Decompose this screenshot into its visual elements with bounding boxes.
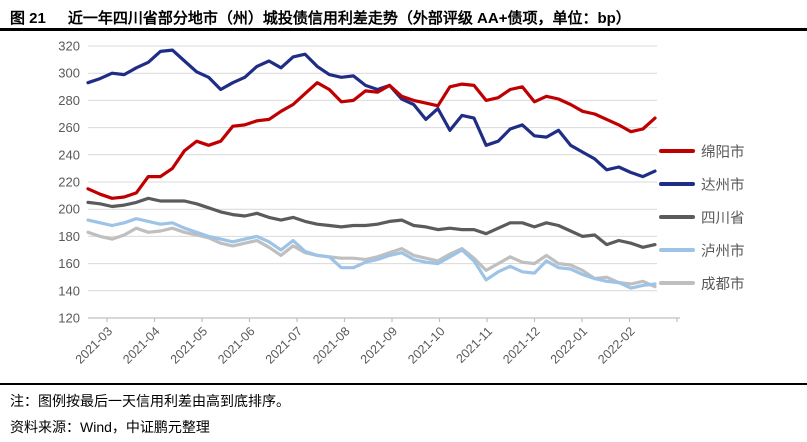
series-line-泸州市 (86, 217, 657, 290)
figure-title-text: 近一年四川省部分地市（州）城投债信用利差走势（外部评级 AA+债项，单位：bp） (67, 10, 631, 27)
y-tick-label: 280 (58, 93, 80, 108)
legend-item: 达州市 (659, 174, 745, 194)
series-line-绵阳市 (86, 81, 657, 200)
x-tick-label: 2021-05 (168, 324, 210, 366)
legend-swatch (659, 247, 695, 253)
x-tick-label: 2021-04 (120, 324, 162, 366)
x-tick-label: 2021-03 (73, 324, 115, 366)
legend-item: 绵阳市 (659, 141, 745, 161)
x-tick-label: 2022-01 (548, 324, 590, 366)
legend-label: 四川省 (701, 210, 745, 227)
legend-swatch (659, 148, 695, 154)
y-tick-label: 160 (58, 256, 80, 271)
title-divider (0, 28, 807, 31)
legend-label: 成都市 (701, 276, 745, 293)
x-tick-label: 2021-06 (215, 324, 257, 366)
x-tick-label: 2021-07 (263, 324, 305, 366)
series-line-成都市 (86, 226, 657, 289)
legend-swatch (659, 181, 695, 187)
y-tick-label: 220 (58, 175, 80, 190)
x-tick-label: 2021-10 (405, 324, 447, 366)
y-tick-label: 180 (58, 229, 80, 244)
chart-legend: 绵阳市达州市四川省泸州市成都市 (659, 141, 745, 306)
legend-item: 四川省 (659, 207, 745, 227)
series-line-四川省 (86, 196, 657, 249)
x-tick-label: 2022-02 (595, 324, 637, 366)
y-tick-label: 240 (58, 147, 80, 162)
y-tick-label: 260 (58, 120, 80, 135)
legend-label: 绵阳市 (701, 144, 745, 161)
x-tick-label: 2021-11 (453, 324, 495, 366)
legend-item: 泸州市 (659, 240, 745, 260)
legend-swatch (659, 280, 695, 286)
legend-item: 成都市 (659, 273, 745, 293)
x-tick-label: 2021-09 (358, 324, 400, 366)
y-tick-label: 300 (58, 66, 80, 81)
y-tick-label: 200 (58, 202, 80, 217)
x-tick-label: 2021-12 (500, 324, 542, 366)
y-tick-label: 140 (58, 283, 80, 298)
figure-number: 图 21 (10, 10, 46, 27)
y-tick-label: 120 (58, 311, 80, 326)
note-divider (0, 383, 807, 385)
y-tick-label: 320 (58, 39, 80, 54)
chart-note: 注：图例按最后一天信用利差由高到底排序。 (10, 393, 290, 409)
figure-title: 图 21 近一年四川省部分地市（州）城投债信用利差走势（外部评级 AA+债项，单位… (10, 7, 631, 28)
legend-label: 达州市 (701, 177, 745, 194)
x-tick-label: 2021-08 (310, 324, 352, 366)
legend-label: 泸州市 (701, 243, 745, 260)
legend-swatch (659, 214, 695, 220)
series-line-达州市 (86, 48, 657, 179)
chart-source: 资料来源：Wind，中证鹏元整理 (10, 419, 210, 435)
